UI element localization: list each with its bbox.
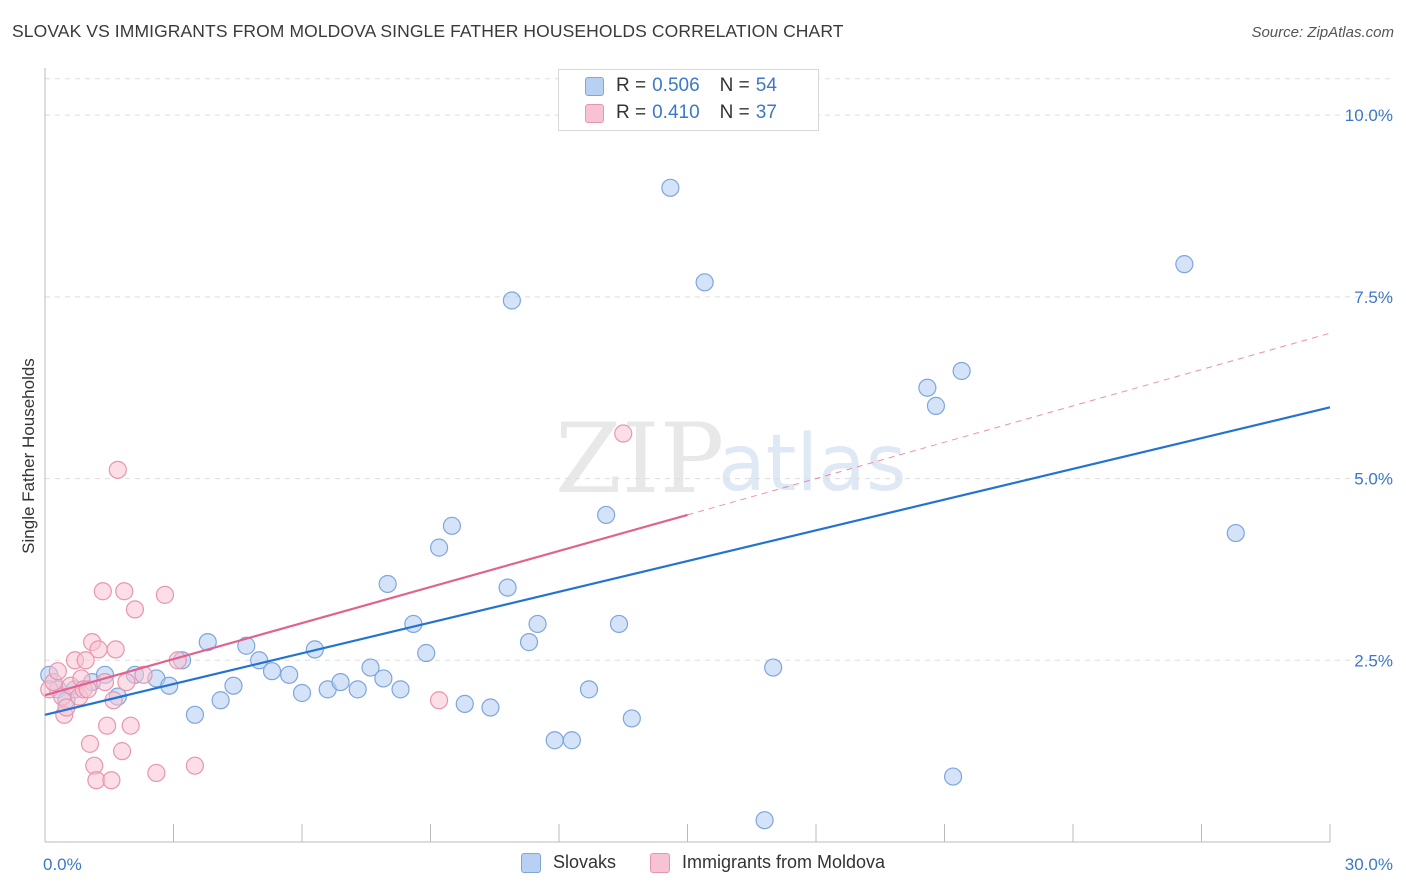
slovak-point [481, 698, 500, 717]
moldova-point [155, 585, 175, 604]
slovak-trendline [44, 406, 1331, 716]
moldova-point [117, 672, 136, 692]
moldova-trendline-extension [687, 332, 1331, 516]
y-tick-label: 5.0% [1354, 470, 1393, 489]
slovak-point [952, 361, 971, 381]
slovak-point [695, 273, 714, 292]
moldova-point [93, 582, 112, 601]
slovak-point [224, 676, 243, 695]
legend-r-value: 0.506 [652, 75, 700, 96]
slovak-point [374, 669, 393, 688]
moldova-point [89, 640, 108, 659]
moldova-point [125, 600, 145, 619]
moldova-point [102, 771, 121, 790]
slovak-point [442, 516, 462, 535]
moldova-point [115, 582, 134, 601]
slovak-point [918, 378, 937, 397]
moldova-point [108, 460, 127, 479]
slovak-point [926, 396, 946, 415]
moldova-point [614, 424, 633, 443]
slovak-point [498, 578, 517, 597]
watermark-atlas: atlas [718, 419, 907, 509]
slovak-point [764, 658, 783, 677]
moldova-point [147, 763, 166, 783]
moldova-swatch [649, 852, 670, 873]
slovak-point [1175, 255, 1194, 274]
legend-item-slovaks[interactable]: Slovaks [520, 852, 616, 873]
legend-r-label: R = [616, 102, 647, 123]
y-tick-label: 2.5% [1354, 651, 1393, 670]
slovak-point [455, 694, 474, 713]
slovak-point [280, 665, 299, 684]
correlation-legend: R = 0.506 N = 54 R = 0.410 N = 37 [558, 69, 819, 131]
moldova-point [76, 651, 95, 670]
slovak-point [292, 683, 312, 703]
slovak-point [211, 691, 230, 710]
series-legend: Slovaks Immigrants from Moldova [0, 852, 1406, 873]
y-tick-label: 10.0% [1345, 106, 1393, 125]
slovak-point [609, 614, 629, 634]
legend-row-slovaks: R = 0.506 N = 54 [585, 73, 777, 99]
slovak-point [562, 731, 581, 750]
slovak-point [1226, 523, 1245, 543]
moldova-point [185, 756, 205, 775]
legend-row-moldova: R = 0.410 N = 37 [585, 100, 777, 126]
slovak-point [528, 614, 547, 634]
slovak-point [378, 574, 397, 594]
slovak-point [361, 658, 380, 677]
slovak-point [331, 672, 350, 692]
legend-label-moldova: Immigrants from Moldova [681, 852, 886, 872]
slovak-point [545, 731, 564, 750]
slovak-point [391, 680, 410, 699]
legend-item-moldova[interactable]: Immigrants from Moldova [649, 852, 886, 873]
slovak-point [429, 538, 449, 557]
legend-n-label: N = [719, 75, 750, 96]
x-tick-label: 30.0% [1345, 855, 1393, 874]
slovak-point [579, 680, 599, 699]
moldova-point [48, 662, 67, 681]
slovak-point [519, 633, 539, 652]
moldova-point [98, 716, 117, 735]
slovak-point [597, 505, 616, 525]
source-label: Source: ZipAtlas.com [1251, 24, 1394, 41]
moldova-point [121, 716, 140, 735]
moldova-point [106, 640, 125, 659]
chart-title: SLOVAK VS IMMIGRANTS FROM MOLDOVA SINGLE… [12, 21, 844, 41]
legend-n-value: 54 [755, 75, 777, 96]
moldova-point [134, 665, 153, 684]
legend-n-label: N = [719, 102, 750, 123]
slovak-point [417, 643, 436, 663]
legend-r-value: 0.410 [652, 102, 700, 123]
watermark-zip: ZIP [555, 403, 724, 515]
slovak-point [185, 705, 205, 724]
slovak-point [502, 291, 521, 310]
moldova-point [80, 734, 100, 753]
slovak-point [262, 662, 282, 681]
slovak-point [237, 636, 256, 655]
x-tick-label: 0.0% [43, 855, 82, 874]
slovak-point [348, 680, 367, 699]
legend-n-value: 37 [755, 102, 777, 123]
slovaks-swatch [520, 852, 541, 873]
legend-label-slovaks: Slovaks [552, 852, 616, 872]
slovak-point [943, 767, 963, 786]
moldova-point [429, 691, 449, 710]
slovak-point [622, 709, 641, 728]
moldova-trendline [44, 513, 688, 697]
moldova-point [112, 742, 132, 761]
moldova-swatch [585, 103, 604, 123]
slovak-point [661, 178, 680, 197]
slovak-point [755, 811, 774, 830]
slovaks-swatch [585, 76, 604, 96]
slovak-point [404, 614, 423, 634]
y-tick-label: 7.5% [1354, 288, 1393, 307]
legend-r-label: R = [616, 75, 647, 96]
